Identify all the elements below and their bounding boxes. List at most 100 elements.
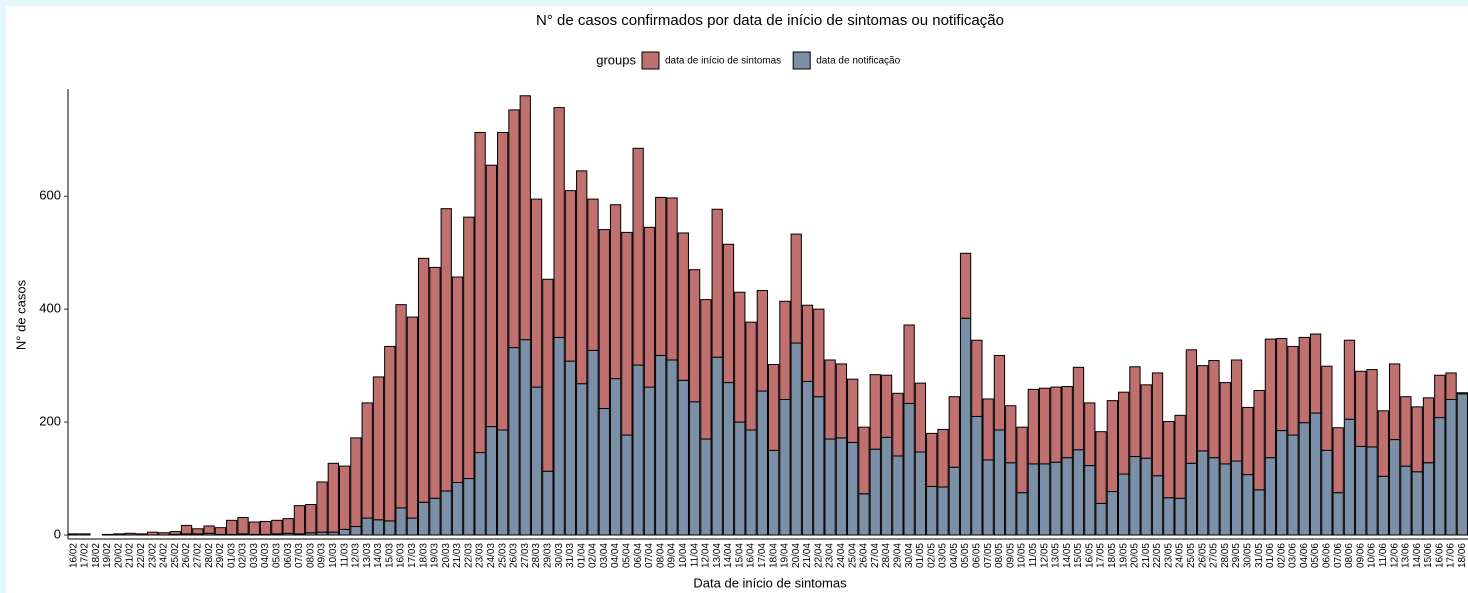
x-tick-label: 10/06 bbox=[1367, 543, 1378, 568]
bar-segment bbox=[1276, 338, 1288, 432]
x-tick-label: 14/06 bbox=[1412, 543, 1423, 568]
bar-segment bbox=[1174, 497, 1186, 536]
x-tick-label: 05/05 bbox=[960, 543, 971, 568]
bar-segment bbox=[982, 398, 994, 461]
bar-segment bbox=[451, 276, 464, 483]
bar-segment bbox=[914, 382, 927, 453]
x-tick-label: 03/06 bbox=[1288, 543, 1299, 568]
bar-segment bbox=[1027, 463, 1039, 536]
x-tick-label: 09/04 bbox=[667, 543, 678, 568]
bar-segment bbox=[1072, 366, 1085, 451]
x-tick-label: 07/05 bbox=[983, 543, 994, 568]
x-axis-title: Data de início de sintomas bbox=[693, 575, 847, 590]
bar-segment bbox=[1230, 460, 1243, 536]
x-tick-label: 17/05 bbox=[1096, 543, 1107, 568]
x-tick-label: 28/03 bbox=[531, 543, 542, 568]
bar-segment bbox=[1253, 389, 1265, 491]
bar-segment bbox=[553, 336, 565, 536]
bar-segment bbox=[858, 493, 870, 536]
bar-segment bbox=[564, 360, 577, 536]
bar-segment bbox=[101, 533, 114, 536]
x-tick-label: 26/05 bbox=[1197, 543, 1208, 568]
x-tick-label: 22/02 bbox=[136, 543, 147, 568]
bar-segment bbox=[1050, 461, 1062, 536]
bar-segment bbox=[677, 232, 689, 381]
bar-segment bbox=[835, 363, 848, 439]
bar-segment bbox=[993, 354, 1006, 431]
bar-segment bbox=[429, 266, 441, 499]
x-tick-label: 27/05 bbox=[1209, 543, 1220, 568]
x-tick-label: 26/02 bbox=[181, 543, 192, 568]
bar-segment bbox=[1388, 363, 1401, 441]
bar-segment bbox=[1332, 492, 1344, 536]
x-tick-label: 26/04 bbox=[859, 543, 870, 568]
bar-segment bbox=[813, 308, 825, 398]
x-tick-label: 06/04 bbox=[633, 543, 644, 568]
bar-segment bbox=[338, 465, 351, 530]
x-tick-label: 18/06 bbox=[1457, 543, 1468, 568]
bar-segment bbox=[1321, 449, 1333, 536]
bar-segment bbox=[463, 478, 475, 536]
bar-segment bbox=[688, 401, 701, 536]
x-tick-label: 18/02 bbox=[91, 543, 102, 568]
bar-segment bbox=[474, 131, 486, 454]
x-tick-label: 07/06 bbox=[1333, 543, 1344, 568]
bar-segment bbox=[147, 531, 159, 536]
bar-segment bbox=[903, 324, 915, 404]
bar-segment bbox=[327, 462, 339, 533]
bar-segment bbox=[587, 349, 599, 536]
bar-segment bbox=[914, 451, 927, 536]
x-tick-label: 24/02 bbox=[159, 543, 170, 568]
x-tick-label: 20/03 bbox=[441, 543, 452, 568]
x-tick-label: 12/05 bbox=[1039, 543, 1050, 568]
y-tick-label: 400 bbox=[39, 301, 61, 316]
x-tick-label: 24/04 bbox=[836, 543, 847, 568]
bar-segment bbox=[666, 197, 678, 361]
legend-key bbox=[792, 51, 811, 70]
bar-segment bbox=[1287, 345, 1299, 436]
bar-segment bbox=[293, 505, 306, 535]
x-tick-label: 04/03 bbox=[260, 543, 271, 568]
bar-segment bbox=[1411, 406, 1423, 473]
bar-segment bbox=[982, 459, 994, 536]
x-tick-label: 23/05 bbox=[1163, 543, 1174, 568]
bar-segment bbox=[1298, 422, 1310, 536]
bar-segment bbox=[1445, 399, 1457, 536]
x-tick-label: 15/06 bbox=[1423, 543, 1434, 568]
bar-segment bbox=[779, 399, 791, 536]
bar-segment bbox=[768, 449, 780, 536]
bar-segment bbox=[1038, 463, 1051, 536]
x-tick-label: 11/03 bbox=[339, 543, 350, 568]
x-tick-label: 15/04 bbox=[734, 543, 745, 568]
x-tick-label: 13/03 bbox=[362, 543, 373, 568]
bar-segment bbox=[745, 429, 757, 536]
bar-segment bbox=[418, 257, 430, 503]
x-tick-label: 31/03 bbox=[565, 543, 576, 568]
x-tick-label: 25/04 bbox=[847, 543, 858, 568]
bar-segment bbox=[440, 490, 452, 536]
x-tick-label: 23/04 bbox=[825, 543, 836, 568]
bar-segment bbox=[1197, 450, 1209, 536]
bar-segment bbox=[926, 432, 938, 487]
x-tick-label: 17/03 bbox=[407, 543, 418, 568]
x-tick-label: 02/06 bbox=[1276, 543, 1287, 568]
bar-segment bbox=[519, 95, 531, 341]
bar-segment bbox=[1400, 396, 1412, 467]
bar-segment bbox=[463, 216, 475, 480]
bar-segment bbox=[372, 519, 385, 536]
bar-segment bbox=[847, 378, 859, 443]
bar-segment bbox=[1219, 382, 1231, 465]
bar-segment bbox=[869, 448, 881, 536]
bar-segment bbox=[361, 517, 373, 536]
bar-segment bbox=[1343, 418, 1356, 536]
bar-segment bbox=[1197, 365, 1209, 452]
x-tick-label: 25/03 bbox=[497, 543, 508, 568]
x-tick-label: 04/04 bbox=[610, 543, 621, 568]
bar-segment bbox=[226, 519, 238, 535]
bar-segment bbox=[1309, 333, 1322, 414]
legend-label: data de início de sintomas bbox=[665, 56, 781, 67]
bar-segment bbox=[1422, 462, 1435, 536]
bar-segment bbox=[598, 408, 610, 536]
bar-segment bbox=[1434, 374, 1446, 419]
